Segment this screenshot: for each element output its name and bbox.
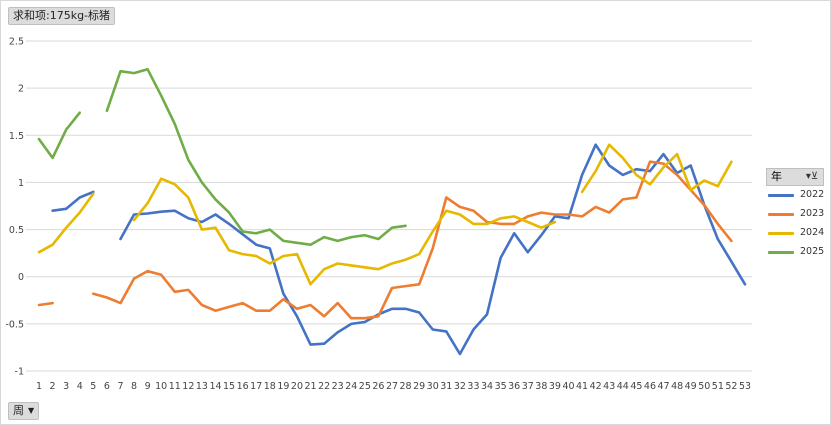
x-tick-label: 49 xyxy=(685,381,697,392)
series-line-2024 xyxy=(37,143,733,286)
x-tick-label: 9 xyxy=(145,381,151,392)
legend-swatch xyxy=(768,232,794,235)
series-line-2022 xyxy=(51,143,747,356)
x-tick-label: 25 xyxy=(359,381,371,392)
legend-item-2024: 2024 xyxy=(766,224,824,243)
x-tick-label: 29 xyxy=(413,381,425,392)
x-tick-label: 35 xyxy=(495,381,507,392)
x-tick-label: 34 xyxy=(481,381,493,392)
x-tick-label: 18 xyxy=(264,381,276,392)
x-tick-label: 47 xyxy=(657,381,669,392)
y-tick-label: 0 xyxy=(18,272,24,283)
x-tick-label: 45 xyxy=(630,381,642,392)
x-tick-label: 40 xyxy=(562,381,574,392)
x-tick-label: 22 xyxy=(318,381,330,392)
x-tick-label: 51 xyxy=(712,381,724,392)
x-tick-label: 2 xyxy=(50,381,56,392)
legend-field-button[interactable]: 年 ▾⊻ xyxy=(766,168,824,186)
axis-field-button[interactable]: 周 ▼ xyxy=(8,402,40,420)
x-tick-label: 4 xyxy=(77,381,83,392)
x-tick-label: 14 xyxy=(209,381,221,392)
x-tick-label: 10 xyxy=(155,381,167,392)
y-tick-label: 0.5 xyxy=(9,225,24,236)
legend-item-2025: 2025 xyxy=(766,243,824,262)
filter-icon[interactable]: ▾⊻ xyxy=(805,171,819,182)
legend-swatch xyxy=(768,251,794,254)
x-tick-label: 7 xyxy=(117,381,123,392)
legend-swatch xyxy=(768,213,794,216)
x-tick-label: 43 xyxy=(603,381,615,392)
y-tick-label: 2 xyxy=(18,84,24,95)
x-tick-label: 53 xyxy=(739,381,751,392)
x-tick-label: 21 xyxy=(304,381,316,392)
legend-label: 2025 xyxy=(800,246,825,257)
legend-title: 年 xyxy=(771,170,782,183)
axis-field-label: 周 xyxy=(13,404,24,417)
x-tick-label: 28 xyxy=(400,381,412,392)
x-tick-label: 31 xyxy=(440,381,452,392)
x-tick-label: 6 xyxy=(104,381,110,392)
x-tick-label: 5 xyxy=(90,381,96,392)
x-tick-label: 46 xyxy=(644,381,656,392)
y-tick-label: -1 xyxy=(15,367,24,378)
x-tick-label: 27 xyxy=(386,381,398,392)
legend-swatch xyxy=(768,194,794,197)
x-tick-label: 24 xyxy=(345,381,357,392)
x-tick-label: 15 xyxy=(223,381,235,392)
series-line-2023 xyxy=(37,160,733,320)
x-tick-label: 41 xyxy=(576,381,588,392)
x-tick-label: 1 xyxy=(36,381,42,392)
x-tick-label: 26 xyxy=(372,381,384,392)
y-tick-label: 1 xyxy=(18,178,24,189)
x-tick-label: 20 xyxy=(291,381,303,392)
x-tick-label: 3 xyxy=(63,381,69,392)
value-field-button[interactable]: 求和项:175kg-标猪 xyxy=(8,7,116,25)
legend-items: 2022 2023 2024 2025 xyxy=(766,186,824,262)
legend-label: 2023 xyxy=(800,208,825,219)
x-tick-label: 48 xyxy=(671,381,683,392)
x-tick-label: 39 xyxy=(549,381,561,392)
x-tick-label: 38 xyxy=(535,381,547,392)
x-tick-label: 37 xyxy=(522,381,534,392)
x-tick-label: 30 xyxy=(427,381,439,392)
legend-label: 2024 xyxy=(800,227,825,238)
x-tick-label: 13 xyxy=(196,381,208,392)
x-tick-label: 52 xyxy=(725,381,737,392)
x-tick-label: 50 xyxy=(698,381,710,392)
x-tick-label: 36 xyxy=(508,381,520,392)
x-tick-label: 42 xyxy=(590,381,602,392)
x-tick-label: 17 xyxy=(250,381,262,392)
dropdown-arrow-icon: ▼ xyxy=(28,406,35,415)
x-tick-label: 44 xyxy=(617,381,629,392)
y-tick-label: 1.5 xyxy=(9,131,24,142)
legend: 年 ▾⊻ 2022 2023 2024 2025 xyxy=(766,168,824,262)
y-tick-label: 2.5 xyxy=(9,37,24,48)
x-tick-label: 23 xyxy=(332,381,344,392)
series-line-2025 xyxy=(37,68,407,246)
legend-label: 2022 xyxy=(800,189,825,200)
legend-item-2022: 2022 xyxy=(766,186,824,205)
x-tick-label: 32 xyxy=(454,381,466,392)
x-tick-label: 19 xyxy=(277,381,289,392)
x-tick-label: 16 xyxy=(237,381,249,392)
x-tick-label: 8 xyxy=(131,381,137,392)
x-tick-label: 33 xyxy=(467,381,479,392)
y-tick-label: -0.5 xyxy=(5,319,24,330)
x-tick-label: 12 xyxy=(182,381,194,392)
x-tick-label: 11 xyxy=(169,381,181,392)
legend-item-2023: 2023 xyxy=(766,205,824,224)
